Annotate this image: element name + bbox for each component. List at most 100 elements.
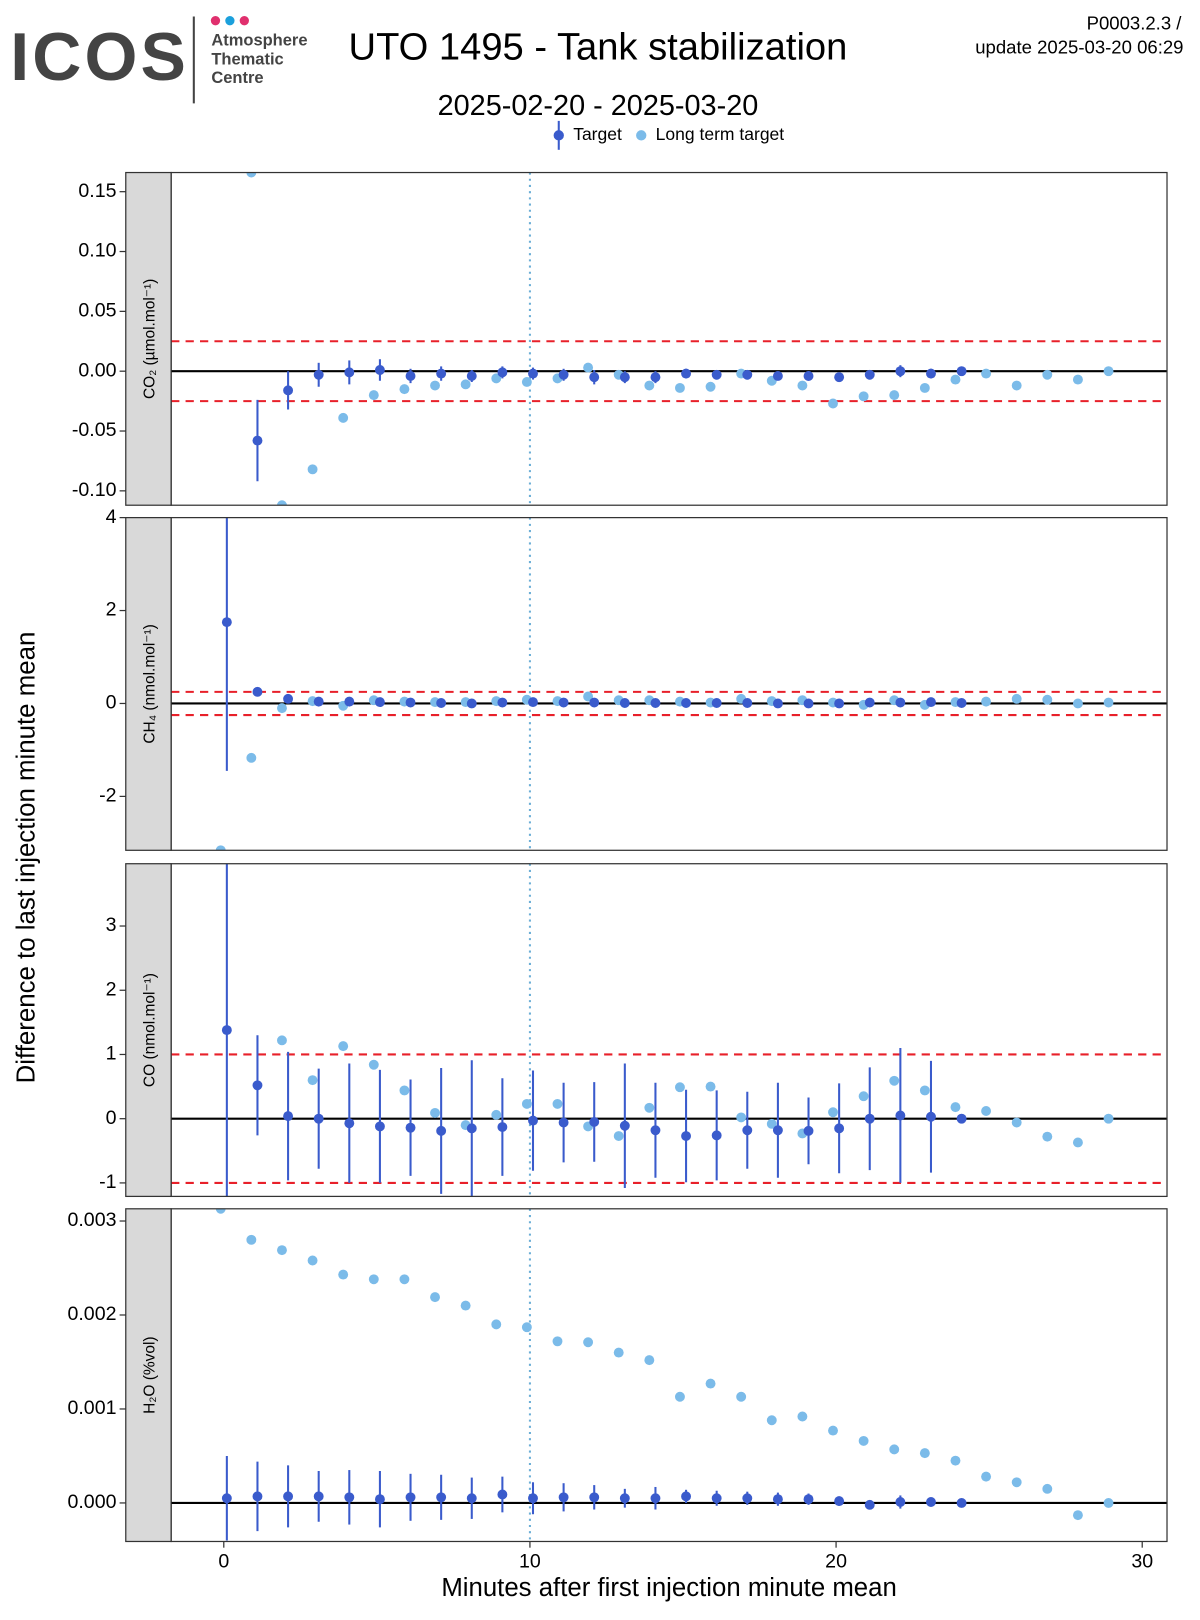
y-tick-label: 4: [106, 506, 117, 528]
logo-dot: [210, 16, 221, 26]
update: update 2025-03-20 06:29: [975, 36, 1183, 57]
point: [368, 1274, 379, 1285]
logo-text: Atmosphere: [211, 32, 307, 50]
point: [711, 369, 722, 380]
plot-area: [171, 517, 1168, 851]
point: [711, 698, 722, 708]
point: [558, 1492, 569, 1503]
point: [1072, 1137, 1083, 1148]
point: [399, 1085, 410, 1096]
logo-text: Centre: [211, 69, 263, 87]
logo-dot: [225, 16, 235, 26]
point: [558, 1117, 569, 1128]
point: [766, 1415, 777, 1426]
point: [864, 369, 875, 380]
point: [705, 381, 716, 392]
y-tick-label: 0.001: [68, 1397, 117, 1419]
point: [736, 1391, 747, 1402]
y-tick-label: 0.15: [78, 180, 116, 202]
panel-border: [170, 516, 1168, 851]
point: [221, 1025, 232, 1036]
point: [644, 380, 655, 391]
point: [246, 752, 257, 763]
point: [583, 362, 594, 373]
point: [558, 697, 569, 708]
point: [521, 376, 532, 387]
point: [374, 1121, 385, 1132]
point: [650, 1493, 661, 1504]
point: [1042, 369, 1053, 380]
version: P0003.2.3 /: [1087, 13, 1183, 34]
point: [491, 1319, 502, 1330]
point: [436, 698, 447, 708]
point: [552, 1098, 563, 1109]
point: [895, 366, 906, 377]
point: [215, 845, 226, 851]
point: [681, 1131, 692, 1141]
panel-background: [171, 517, 1168, 851]
point: [644, 1355, 655, 1366]
point: [399, 384, 410, 395]
point: [681, 368, 692, 379]
point: [1103, 1497, 1114, 1508]
point: [674, 382, 685, 393]
point: [803, 371, 814, 381]
point: [497, 1489, 508, 1500]
point: [1072, 698, 1083, 709]
y-tick-label: 2: [106, 599, 117, 621]
point: [1011, 693, 1022, 704]
x-tick-label: 10: [519, 1550, 541, 1572]
strip-label: CO (nmol.mol⁻¹): [142, 973, 159, 1087]
point: [1011, 380, 1022, 391]
point: [589, 697, 600, 708]
point: [344, 1492, 355, 1503]
point: [981, 1106, 992, 1116]
point: [711, 1493, 722, 1504]
point: [950, 374, 961, 385]
point: [1011, 1477, 1022, 1488]
y-axis-label: Difference to last injection minute mean: [13, 632, 41, 1084]
point: [283, 1111, 294, 1122]
y-tick-label: -2: [99, 785, 116, 807]
plot-area: [171, 1208, 1168, 1542]
point: [313, 1491, 324, 1502]
point: [277, 500, 287, 506]
point: [344, 1118, 355, 1129]
plot-area: [171, 863, 1168, 1197]
point: [919, 1085, 930, 1096]
x-tick-label: 0: [218, 1550, 229, 1572]
point: [766, 1118, 777, 1129]
point: [772, 698, 783, 709]
x-tick-label: 30: [1131, 1550, 1153, 1572]
point: [430, 380, 440, 391]
point: [307, 464, 318, 475]
point: [674, 1391, 685, 1402]
point: [497, 367, 508, 378]
point: [466, 1493, 477, 1504]
panel-border: [170, 863, 1168, 1198]
point: [742, 1493, 753, 1504]
point: [283, 385, 294, 396]
point: [491, 1109, 502, 1120]
point: [552, 1336, 563, 1347]
point: [834, 1123, 845, 1134]
point: [497, 697, 508, 708]
point: [405, 1492, 416, 1503]
point: [1072, 374, 1083, 385]
point: [705, 1378, 716, 1389]
point: [919, 382, 930, 393]
point: [497, 1122, 508, 1133]
y-tick-label: 0.000: [68, 1491, 117, 1513]
point: [430, 1292, 440, 1303]
y-tick-label: 2: [106, 978, 117, 1000]
point: [528, 1493, 538, 1504]
logo-dot: [239, 16, 249, 26]
point: [338, 1041, 349, 1052]
point: [368, 1059, 379, 1070]
chart-subtitle: 2025-02-20 - 2025-03-20: [438, 90, 759, 122]
point: [307, 1255, 318, 1266]
legend-marker: [553, 130, 564, 141]
point: [681, 1491, 692, 1502]
point: [436, 1492, 447, 1503]
point: [252, 1080, 263, 1091]
